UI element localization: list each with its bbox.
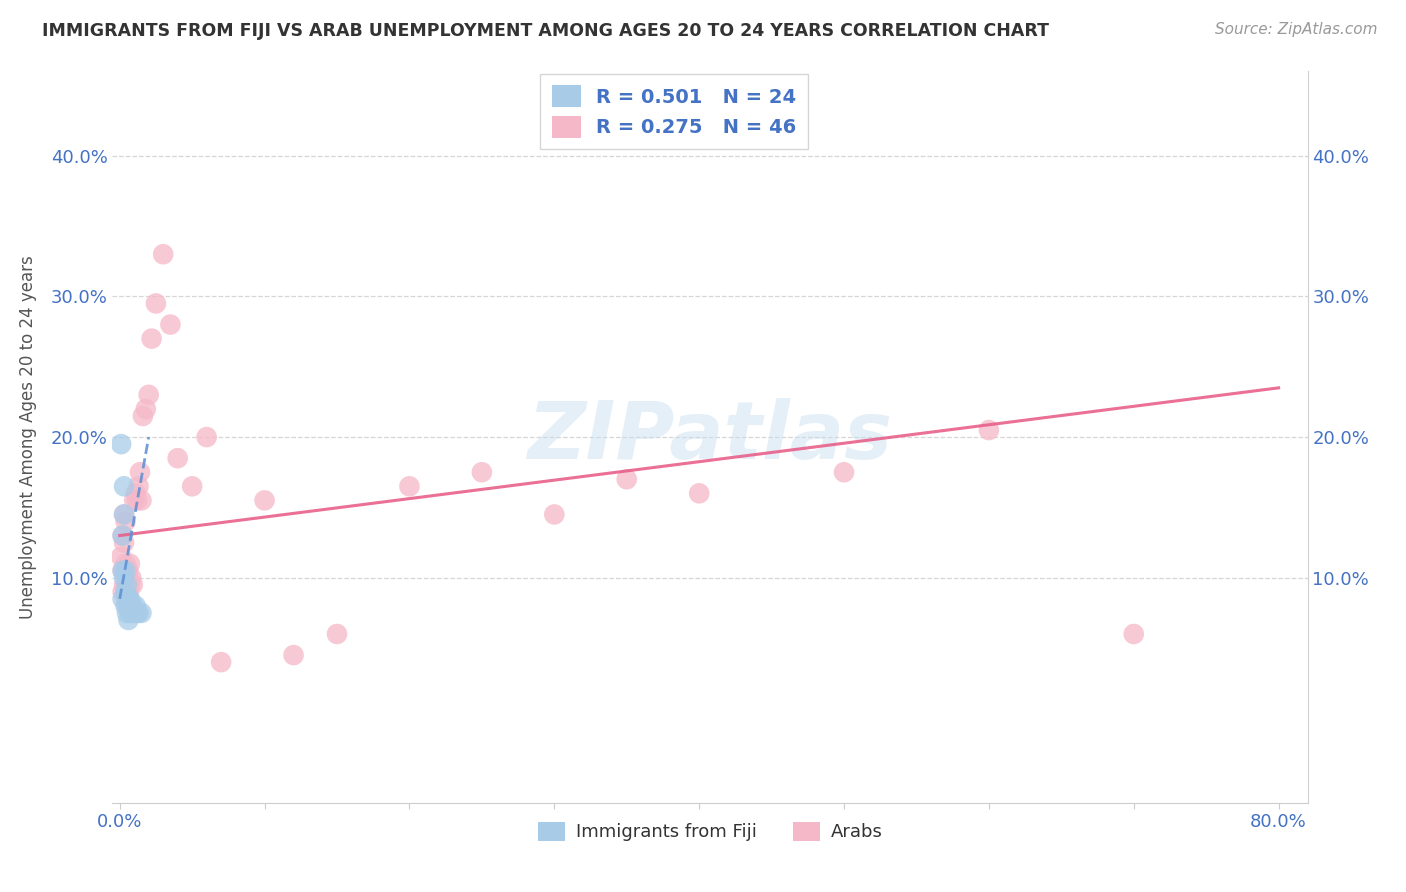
- Point: [145, 296, 167, 310]
- Point: [127, 606, 149, 620]
- Point: [135, 401, 157, 416]
- Point: [128, 479, 150, 493]
- Point: [132, 409, 155, 423]
- Legend: Immigrants from Fiji, Arabs: Immigrants from Fiji, Arabs: [530, 814, 890, 848]
- Text: IMMIGRANTS FROM FIJI VS ARAB UNEMPLOYMENT AMONG AGES 20 TO 24 YEARS CORRELATION : IMMIGRANTS FROM FIJI VS ARAB UNEMPLOYMEN…: [42, 22, 1049, 40]
- Point: [118, 606, 141, 620]
- Point: [115, 578, 138, 592]
- Point: [112, 571, 135, 585]
- Point: [117, 564, 139, 578]
- Point: [131, 493, 153, 508]
- Point: [283, 648, 305, 662]
- Point: [122, 606, 145, 620]
- Point: [111, 564, 134, 578]
- Point: [111, 584, 134, 599]
- Point: [112, 508, 135, 522]
- Point: [398, 479, 420, 493]
- Point: [181, 479, 204, 493]
- Point: [111, 591, 134, 606]
- Point: [120, 599, 142, 613]
- Point: [117, 584, 139, 599]
- Point: [118, 557, 141, 571]
- Point: [122, 493, 145, 508]
- Point: [115, 564, 138, 578]
- Point: [209, 655, 232, 669]
- Point: [112, 508, 135, 522]
- Point: [138, 388, 160, 402]
- Point: [112, 479, 135, 493]
- Point: [1122, 627, 1144, 641]
- Point: [141, 332, 163, 346]
- Point: [977, 423, 1000, 437]
- Point: [118, 578, 141, 592]
- Point: [112, 535, 135, 549]
- Point: [111, 528, 134, 542]
- Point: [110, 437, 132, 451]
- Point: [131, 606, 153, 620]
- Point: [166, 451, 188, 466]
- Point: [117, 591, 139, 606]
- Point: [129, 465, 152, 479]
- Point: [471, 465, 494, 479]
- Point: [115, 606, 138, 620]
- Point: [110, 549, 132, 564]
- Point: [115, 584, 138, 599]
- Point: [115, 591, 138, 606]
- Point: [114, 584, 136, 599]
- Point: [121, 599, 143, 613]
- Point: [253, 493, 276, 508]
- Y-axis label: Unemployment Among Ages 20 to 24 years: Unemployment Among Ages 20 to 24 years: [18, 255, 37, 619]
- Point: [127, 493, 149, 508]
- Point: [688, 486, 710, 500]
- Point: [124, 486, 146, 500]
- Point: [616, 472, 638, 486]
- Point: [832, 465, 855, 479]
- Point: [114, 557, 136, 571]
- Point: [152, 247, 174, 261]
- Point: [128, 606, 150, 620]
- Point: [118, 591, 141, 606]
- Point: [117, 613, 139, 627]
- Point: [115, 599, 138, 613]
- Point: [543, 508, 565, 522]
- Point: [111, 564, 134, 578]
- Text: ZIPatlas: ZIPatlas: [527, 398, 893, 476]
- Point: [111, 528, 134, 542]
- Point: [121, 578, 143, 592]
- Point: [114, 599, 136, 613]
- Point: [124, 599, 146, 613]
- Point: [195, 430, 218, 444]
- Point: [159, 318, 181, 332]
- Point: [120, 571, 142, 585]
- Point: [114, 515, 136, 529]
- Point: [326, 627, 349, 641]
- Point: [112, 578, 135, 592]
- Point: [114, 564, 136, 578]
- Text: Source: ZipAtlas.com: Source: ZipAtlas.com: [1215, 22, 1378, 37]
